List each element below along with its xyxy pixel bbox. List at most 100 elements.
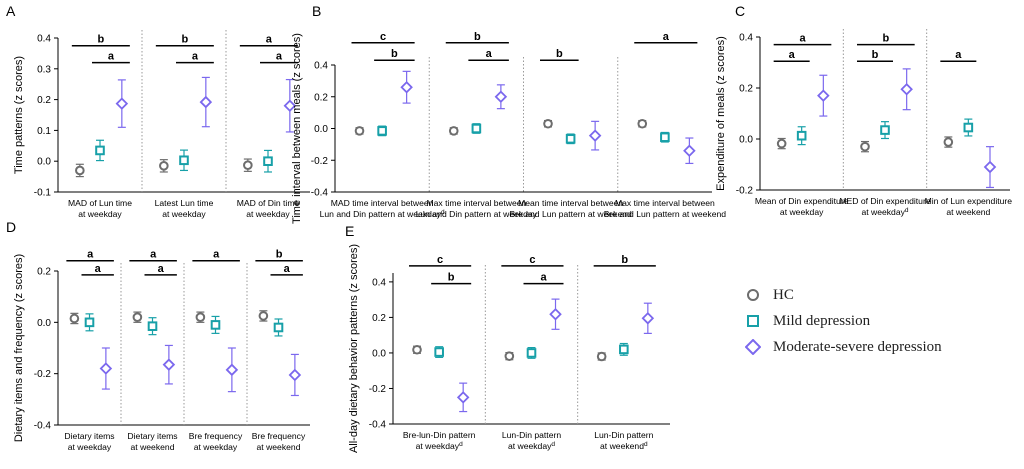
y-tick-label: -0.4 xyxy=(34,421,52,432)
category-label-line1: MAD time interval between xyxy=(331,198,434,208)
panel-E: E -0.4 -0.2 0.0 0.2 0.4 All-day dietary behavi… xyxy=(345,223,670,453)
y-tick-label: 0.2 xyxy=(739,84,753,95)
mild-point xyxy=(880,125,890,135)
y-tick-label: 0.2 xyxy=(314,92,328,103)
y-tick-label: -0.2 xyxy=(311,156,329,167)
mild-point xyxy=(377,126,387,136)
category-label-line2: Bre and Lun pattern at weekend xyxy=(604,209,727,219)
significance-label: b xyxy=(97,34,104,46)
category-label-line1: Max time interval between xyxy=(615,198,715,208)
panel-letter: A xyxy=(6,3,16,19)
significance-label: b xyxy=(556,48,563,60)
mild-point xyxy=(963,122,974,133)
category-label-line1: Dietary items xyxy=(64,431,114,441)
significance-label: c xyxy=(529,254,535,266)
category-label-line2: at weekendd xyxy=(600,441,648,452)
category-label-line1: MAD of Din time xyxy=(237,198,300,208)
severe-point xyxy=(115,97,129,110)
y-tick-label: 0.1 xyxy=(37,126,51,137)
severe-point xyxy=(549,307,562,321)
y-tick-label: 0.4 xyxy=(37,34,51,45)
y-tick-label: -0.1 xyxy=(34,188,52,199)
severe-point xyxy=(588,129,602,142)
y-tick-label: 0.2 xyxy=(372,313,386,324)
category-label-line2: at weekend xyxy=(131,442,175,452)
significance-label: b xyxy=(872,49,879,61)
category-label-line2: at weekday xyxy=(780,207,824,217)
significance-label: b xyxy=(474,31,481,43)
y-tick-label: 0.2 xyxy=(37,267,51,278)
y-tick-label: -0.4 xyxy=(369,420,387,431)
category-label-line2: at weekday xyxy=(68,442,112,452)
category-label-line1: Bre frequency xyxy=(189,431,243,441)
significance-label: a xyxy=(663,31,670,43)
category-label-line1: Bre-lun-Din pattern xyxy=(403,430,476,440)
hc-point xyxy=(243,160,253,171)
significance-label: b xyxy=(276,249,283,261)
category-label-line1: MED of Din expenditure xyxy=(839,196,930,206)
y-tick-label: 0.4 xyxy=(739,33,753,44)
significance-label: a xyxy=(158,263,165,275)
panel-letter: D xyxy=(6,219,16,235)
hc-point xyxy=(637,118,648,129)
severe-point xyxy=(225,363,239,377)
mild-point xyxy=(526,348,537,358)
category-label-line1: Latest Lun time xyxy=(155,198,214,208)
category-label-line2: at weekdayd xyxy=(508,441,555,452)
hc-point xyxy=(776,138,787,149)
mild-point xyxy=(796,130,807,141)
significance-label: a xyxy=(486,48,493,60)
y-tick-label: 0.0 xyxy=(37,157,51,168)
significance-label: a xyxy=(192,51,199,63)
severe-point xyxy=(162,358,176,371)
y-tick-label: 0.4 xyxy=(372,277,386,288)
significance-label: b xyxy=(882,33,889,45)
significance-label: b xyxy=(448,272,455,284)
severe-point xyxy=(99,362,113,375)
mild-point xyxy=(471,123,482,134)
category-label-line1: Dietary items xyxy=(127,431,177,441)
legend-item-mild: Mild depression xyxy=(745,308,942,334)
mild-point xyxy=(565,134,576,144)
hc-point xyxy=(354,126,365,136)
severe-point xyxy=(817,89,830,102)
severe-point xyxy=(288,368,302,382)
y-axis-title: Expenditure of meals (z scores) xyxy=(715,36,727,191)
mild-point xyxy=(263,156,273,166)
mild-point xyxy=(434,347,444,357)
hc-point xyxy=(412,344,422,355)
legend-label-mild: Mild depression xyxy=(773,312,871,329)
hc-point xyxy=(543,118,553,129)
significance-label: a xyxy=(266,34,273,46)
y-axis-title: Dietary items and frequency (z scores) xyxy=(13,254,25,442)
mild-point xyxy=(179,155,189,166)
significance-label: b xyxy=(621,254,628,266)
y-tick-label: -0.4 xyxy=(311,188,329,199)
significance-label: a xyxy=(108,51,115,63)
category-label-line1: Mean time interval between xyxy=(518,198,623,208)
y-tick-label: 0.0 xyxy=(372,348,386,359)
panel-letter: B xyxy=(312,3,321,19)
mild-point xyxy=(619,344,629,355)
significance-label: a xyxy=(955,49,962,61)
category-label-line1: Bre frequency xyxy=(252,431,306,441)
panel-B: B -0.4 -0.2 0.0 0.2 0.4 Time interval between … xyxy=(291,3,726,224)
category-label-line1: Lun-Din pattern xyxy=(502,430,561,440)
category-label-line2: Lun and Din pattern at weekdayd xyxy=(320,209,445,220)
y-axis-title: Time interval between meals (z scores) xyxy=(291,33,303,224)
y-axis-title: Time patterns (z scores) xyxy=(13,56,25,174)
category-label-line2: Lun and Din pattern at weekday xyxy=(416,209,538,219)
hc-point xyxy=(943,137,954,147)
category-label-line2: at weekday xyxy=(194,442,238,452)
severe-point xyxy=(983,160,997,174)
category-label-line2: at weekdayd xyxy=(416,441,463,452)
significance-label: a xyxy=(789,49,796,61)
mild-point xyxy=(84,317,95,328)
y-tick-label: 0.4 xyxy=(314,61,328,72)
category-label-line1: Lun-Din pattern xyxy=(594,430,653,440)
hc-point xyxy=(69,313,80,324)
category-label-line2: at weekday xyxy=(162,209,206,219)
severe-point xyxy=(283,99,297,113)
category-label-line2: at weekday xyxy=(78,209,122,219)
